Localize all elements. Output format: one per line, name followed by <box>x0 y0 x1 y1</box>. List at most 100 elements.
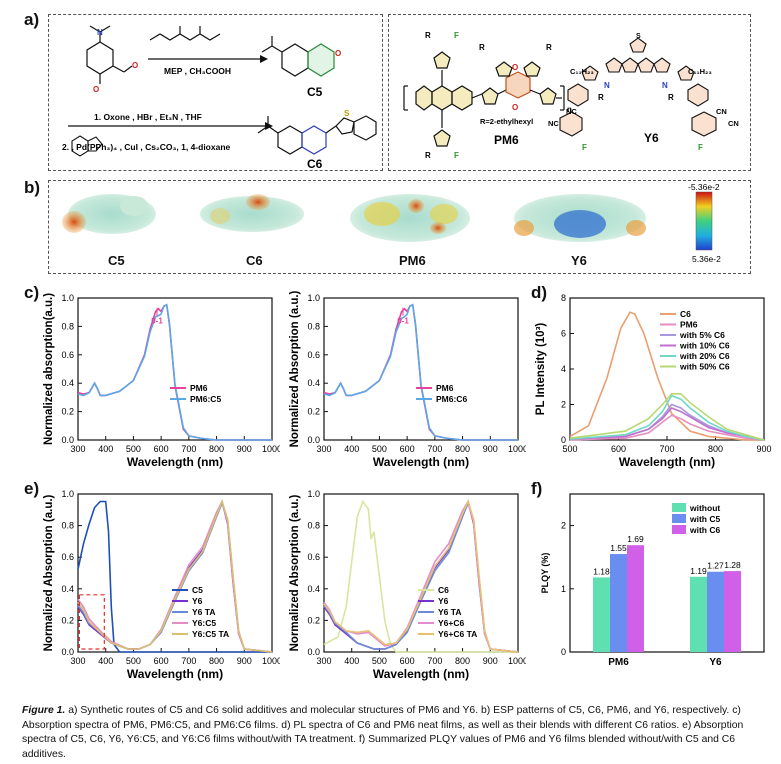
legend-label: without <box>689 503 720 513</box>
legend-label: with 20% C6 <box>679 351 730 361</box>
c5-structure <box>261 36 335 77</box>
x-axis-label: Wavelength (nm) <box>619 455 715 469</box>
x-tick-label: 300 <box>70 656 85 666</box>
y-tick-label: 0.2 <box>307 615 320 625</box>
panel-label-a: a) <box>24 10 40 29</box>
bar-value-label: 1.69 <box>627 534 644 544</box>
x-tick-label: 600 <box>400 444 415 454</box>
legend-label: C5 <box>192 585 203 595</box>
x-tick-label: 500 <box>126 656 141 666</box>
bar-value-label: 1.19 <box>690 566 707 576</box>
y-tick-label: 6 <box>561 329 566 339</box>
series-line-pm6 <box>569 414 765 441</box>
legend-label: Y6:C5 TA <box>192 629 229 639</box>
legend-label: Y6+C6 <box>438 618 464 628</box>
bar-pm6-with-c5 <box>610 554 627 652</box>
legend-label: Y6 <box>438 596 449 606</box>
legend-label: PM6 <box>680 320 698 330</box>
hydroxy-o-label: O <box>93 85 99 94</box>
y-tick-label: 0.6 <box>307 552 320 562</box>
reagent-1: MEP , CH₃COOH <box>164 66 231 76</box>
legend-swatch <box>672 525 686 534</box>
bar-y6-with-c5 <box>707 571 724 652</box>
series-line-with-20-c6 <box>569 394 765 441</box>
x-tick-label: 1000 <box>508 656 526 666</box>
esp-box <box>48 180 751 274</box>
x-tick-label: 500 <box>562 444 577 454</box>
category-label: Y6 <box>709 657 722 668</box>
x-tick-label: 500 <box>126 444 141 454</box>
caption-fig-label: Figure 1. <box>22 705 66 716</box>
pm6-f-bottom: F <box>454 151 459 160</box>
x-tick-label: 300 <box>316 656 331 666</box>
y6-f-left: F <box>582 143 587 152</box>
x-tick-label: 800 <box>708 444 723 454</box>
series-line-pm6-c6 <box>323 303 518 441</box>
figure-caption: Figure 1. a) Synthetic routes of C5 and … <box>22 704 762 762</box>
plot-frame <box>323 297 519 441</box>
x-tick-label: 900 <box>756 444 771 454</box>
y6-c11-right: C₁₁H₂₃ <box>688 67 712 76</box>
c5-o-label: O <box>335 49 341 58</box>
esp-y6-surface <box>514 194 646 242</box>
y-tick-label: 0.8 <box>307 321 320 331</box>
pm6-f-top: F <box>454 31 459 40</box>
chart-c-left: 300 400 500 600 700 800 900 1000 0.0 0.2 0.4 0.6 0.8… <box>43 293 280 469</box>
series-line-with-10-c6 <box>569 407 765 441</box>
c5-label: C5 <box>307 85 323 99</box>
y-tick-label: 0.4 <box>307 378 320 388</box>
legend-label: C6 <box>680 309 691 319</box>
y-tick-label: 0.2 <box>61 615 74 625</box>
y-tick-label: 0.0 <box>61 435 74 445</box>
y6-nc-left: NC <box>548 119 559 128</box>
y6-c11-left: C₁₁H₂₃ <box>570 67 594 76</box>
x-tick-label: 600 <box>400 656 415 666</box>
legend-label: PM6:C5 <box>190 394 221 404</box>
bar-value-label: 1.18 <box>593 566 610 576</box>
r-definition: R=2-ethylhexyl <box>480 117 533 126</box>
series-line-y6-c6-ta <box>323 499 519 653</box>
legend-label: Y6 <box>192 596 203 606</box>
y-tick-label: 1.0 <box>61 293 74 303</box>
zoom-region-box <box>78 594 105 650</box>
series-line-y6-ta <box>323 500 519 653</box>
plot-frame <box>323 493 519 653</box>
bar-pm6-with-c6 <box>627 545 644 652</box>
structures-box <box>388 14 751 171</box>
synthesis-box <box>48 14 383 171</box>
panel-label-b: b) <box>24 178 41 197</box>
legend-label: C6 <box>438 585 449 595</box>
pm6-r-top: R <box>425 31 431 40</box>
x-tick-label: 1000 <box>262 656 280 666</box>
x-tick-label: 400 <box>344 656 359 666</box>
synthesis-scheme: N O O MEP , CH₃COOH O C5 1. Oxone , HBr … <box>62 25 377 170</box>
legend-swatch <box>672 503 686 512</box>
polymer-structures: n R F F R R R O O R=2-ethylhexyl PM6 S N… <box>403 31 739 160</box>
x-tick-label: 900 <box>483 444 498 454</box>
series-line-pm6 <box>77 303 272 441</box>
y-tick-label: 0.8 <box>307 521 320 531</box>
plot-frame <box>77 297 273 441</box>
y-axis-label: Normalized Absorption (a.u.) <box>289 290 301 447</box>
y-axis-label: Normalized Absorption (a.u.) <box>43 494 55 651</box>
y-tick-label: 0.0 <box>61 647 74 657</box>
bar-value-label: 1.55 <box>610 543 627 553</box>
y-tick-label: 1.0 <box>307 293 320 303</box>
x-tick-label: 300 <box>70 444 85 454</box>
y6-r-left: R <box>598 93 604 102</box>
x-axis-label: Wavelength (nm) <box>373 667 469 681</box>
chart-e-left: 300 400 500 600 700 800 900 1000 0.0 0.2 0.4 0.6 0.8… <box>43 489 280 681</box>
legend-label: Y6 TA <box>192 607 215 617</box>
legend-label: Y6:C5 <box>192 618 216 628</box>
step-2: 2. , Pd(PPh₃)₄ , CuI , Cs₂CO₃, 1, 4-diox… <box>62 142 231 152</box>
chart-f: 0 1 2 PLQY (%) PM6 1.18 1.551.69 Y6 1.191.27 1.28… <box>540 493 765 668</box>
y-tick-label: 0.0 <box>307 435 320 445</box>
y-tick-label: 0.4 <box>61 584 74 594</box>
series-line-with-50-c6 <box>569 393 765 441</box>
x-tick-label: 700 <box>427 444 442 454</box>
legend-label: PM6:C6 <box>436 394 467 404</box>
y-tick-label: 0.6 <box>307 350 320 360</box>
x-tick-label: 700 <box>659 444 674 454</box>
legend-label: PM6 <box>190 383 208 393</box>
panel-label-e: e) <box>24 479 40 498</box>
